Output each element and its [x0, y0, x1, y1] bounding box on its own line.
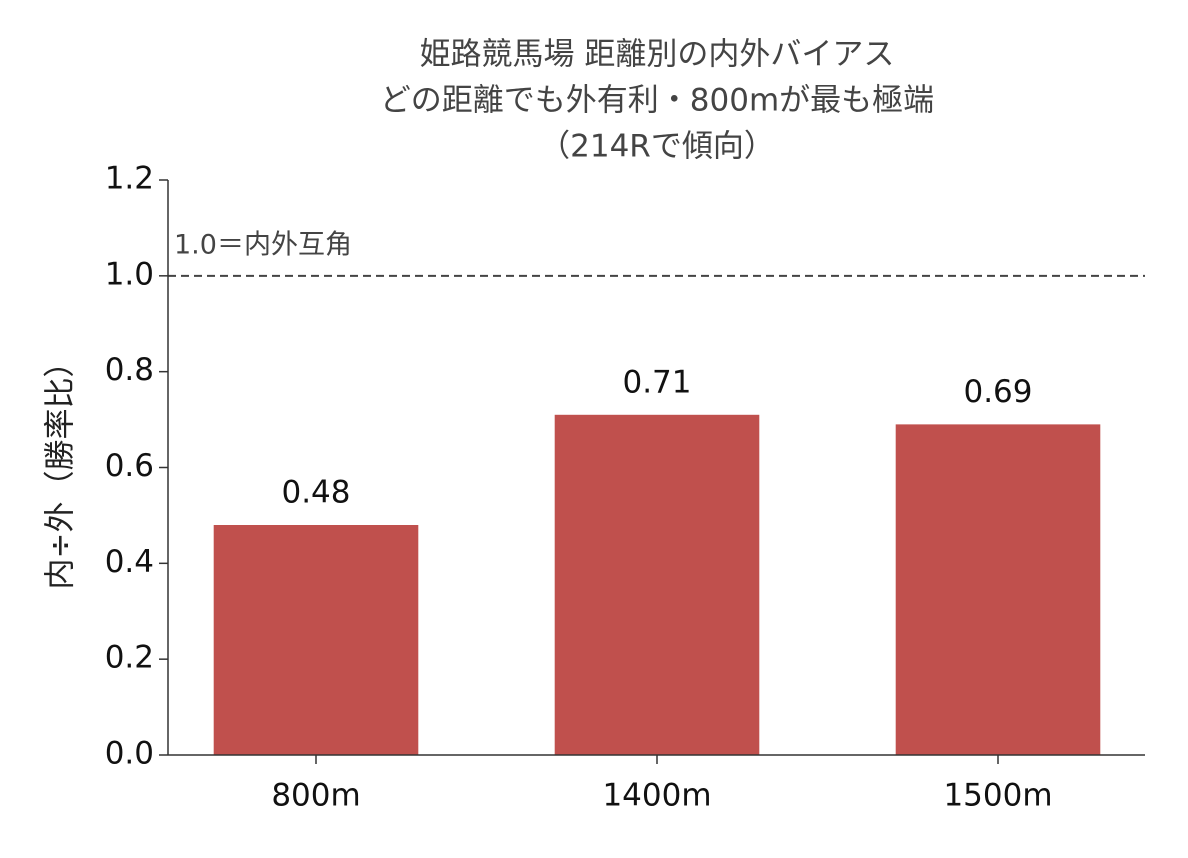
y-axis-label: 内÷外（勝率比）: [43, 347, 79, 590]
y-tick-label: 0.6: [105, 448, 154, 484]
bar: [213, 525, 419, 755]
chart-title: 姫路競馬場 距離別の内外バイアス: [420, 37, 895, 73]
chart-title: （214Rで傾向）: [539, 129, 775, 165]
x-tick-label: 800m: [271, 778, 360, 814]
bar: [895, 424, 1101, 755]
x-tick-label: 1500m: [943, 778, 1052, 814]
bar: [554, 414, 760, 755]
value-label: 0.48: [281, 475, 350, 511]
x-tick-label: 1400m: [602, 778, 711, 814]
y-tick-label: 0.8: [105, 352, 154, 388]
value-label: 0.71: [622, 364, 691, 400]
y-tick-label: 1.0: [105, 256, 154, 292]
y-tick-label: 0.0: [105, 736, 154, 772]
value-label: 0.69: [963, 374, 1032, 410]
reference-label: 1.0＝内外互角: [174, 229, 352, 260]
y-tick-label: 1.2: [105, 161, 154, 197]
chart-title: どの距離でも外有利・800mが最も極端: [380, 83, 934, 119]
y-tick-label: 0.4: [105, 544, 154, 580]
y-tick-label: 0.2: [105, 640, 154, 676]
